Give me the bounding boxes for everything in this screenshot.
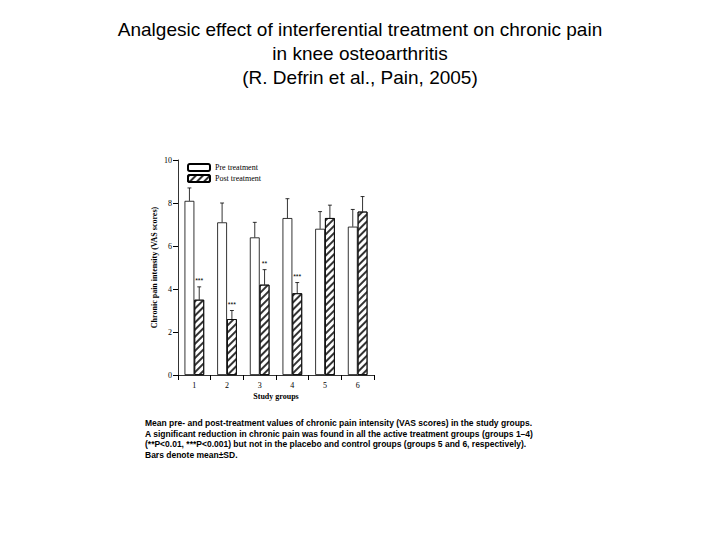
svg-text:4: 4 xyxy=(168,285,172,294)
svg-text:8: 8 xyxy=(168,199,172,208)
svg-text:(**P<0.01, ***P<0.001) but not: (**P<0.01, ***P<0.001) but not in the pl… xyxy=(145,439,526,449)
svg-text:Post treatment: Post treatment xyxy=(215,174,262,183)
svg-text:2: 2 xyxy=(225,381,229,390)
svg-text:Chronic pain intensity (VAS sc: Chronic pain intensity (VAS scores) xyxy=(150,206,159,328)
svg-text:2: 2 xyxy=(168,328,172,337)
svg-text:6: 6 xyxy=(168,242,172,251)
svg-text:A significant reduction in chr: A significant reduction in chronic pain … xyxy=(145,429,533,439)
svg-text:5: 5 xyxy=(323,381,327,390)
svg-text:Pre treatment: Pre treatment xyxy=(215,163,259,172)
svg-text:4: 4 xyxy=(290,381,294,390)
svg-text:3: 3 xyxy=(258,381,262,390)
svg-text:***: *** xyxy=(195,277,203,284)
svg-text:in knee osteoarthritis: in knee osteoarthritis xyxy=(272,43,447,64)
svg-text:***: *** xyxy=(293,273,301,280)
svg-text:6: 6 xyxy=(356,381,360,390)
svg-text:Analgesic effect of interferen: Analgesic effect of interferential treat… xyxy=(118,19,602,40)
svg-text:Bars denote mean±SD.: Bars denote mean±SD. xyxy=(145,450,238,460)
svg-text:Study groups: Study groups xyxy=(253,392,298,401)
svg-text:(R. Defrin et al., Pain, 2005): (R. Defrin et al., Pain, 2005) xyxy=(242,67,478,88)
svg-text:Mean pre- and post-treatment v: Mean pre- and post-treatment values of c… xyxy=(145,418,532,428)
svg-text:10: 10 xyxy=(164,156,172,165)
svg-text:**: ** xyxy=(262,260,268,267)
svg-text:0: 0 xyxy=(168,371,172,380)
svg-text:***: *** xyxy=(228,301,236,308)
svg-text:1: 1 xyxy=(192,381,196,390)
